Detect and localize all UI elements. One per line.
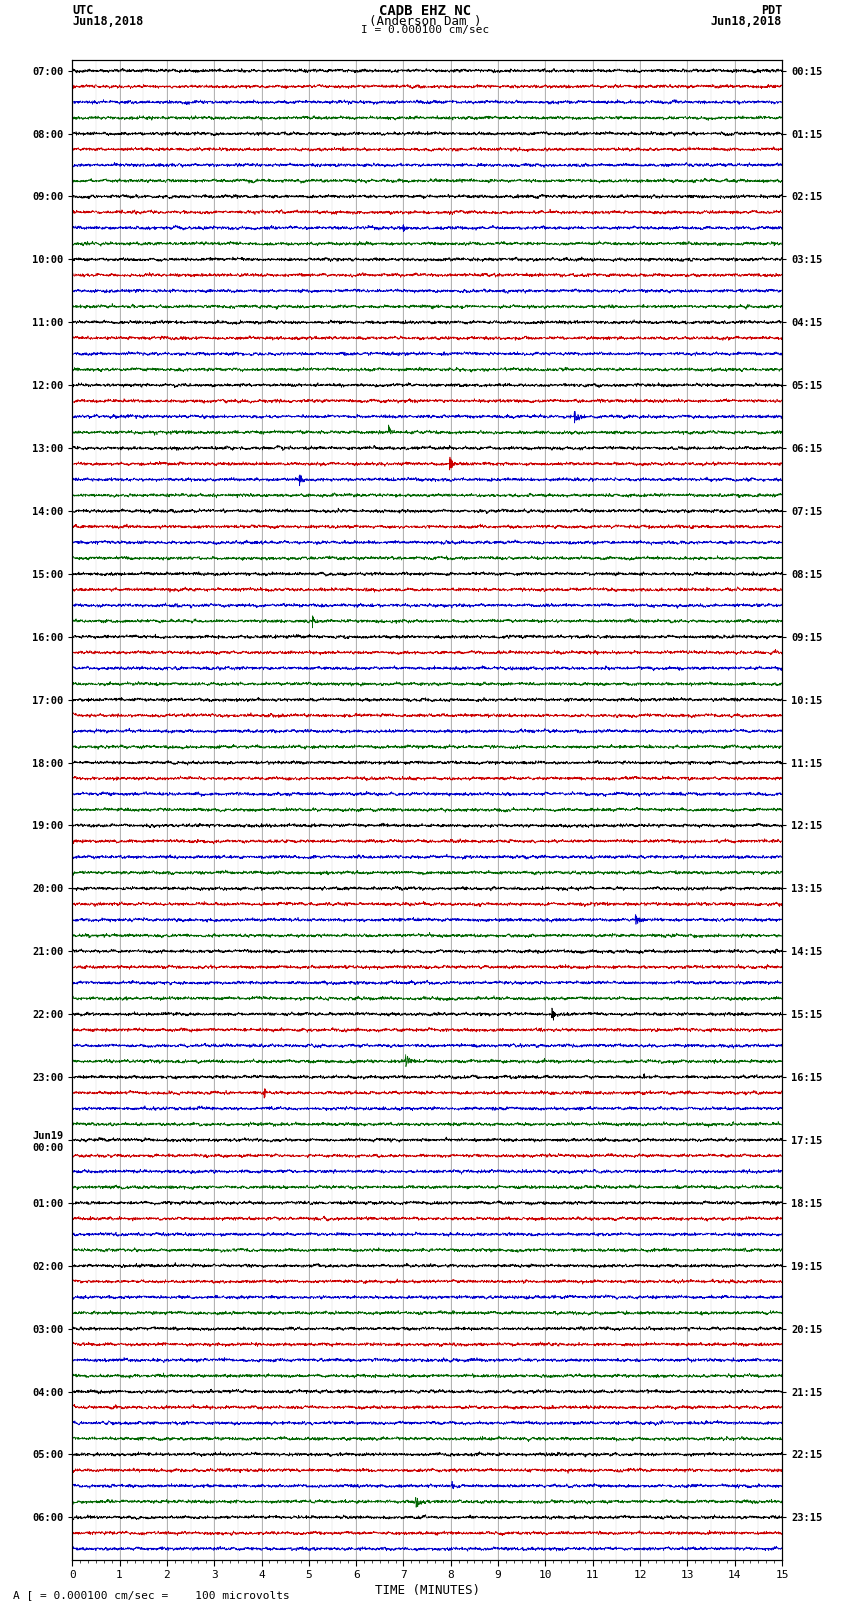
Text: (Anderson Dam ): (Anderson Dam ) [369, 15, 481, 27]
Text: UTC: UTC [72, 5, 94, 18]
Text: CADB EHZ NC: CADB EHZ NC [379, 5, 471, 18]
Text: Jun18,2018: Jun18,2018 [711, 15, 782, 27]
Text: Jun18,2018: Jun18,2018 [72, 15, 144, 27]
Text: A [ = 0.000100 cm/sec =    100 microvolts: A [ = 0.000100 cm/sec = 100 microvolts [13, 1590, 290, 1600]
X-axis label: TIME (MINUTES): TIME (MINUTES) [375, 1584, 479, 1597]
Text: I = 0.000100 cm/sec: I = 0.000100 cm/sec [361, 24, 489, 34]
Text: PDT: PDT [761, 5, 782, 18]
